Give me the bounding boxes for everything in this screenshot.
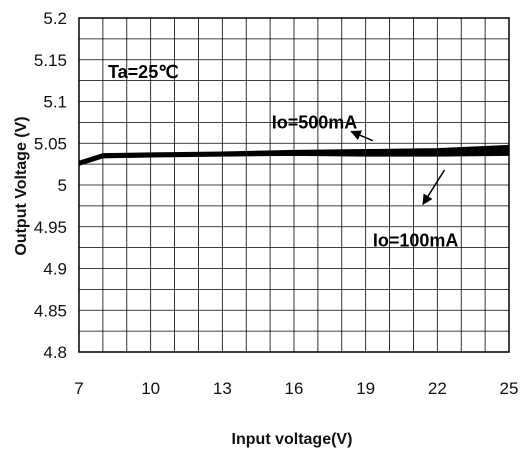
annotation-io-500ma: Io=500mA: [272, 113, 358, 133]
x-tick-label: 10: [141, 379, 160, 398]
y-tick-label: 4.85: [34, 301, 67, 320]
series-layer: [78, 144, 510, 166]
y-axis-label: Output Voltage (V): [13, 116, 30, 255]
grid: [78, 17, 510, 353]
y-tick-label: 4.95: [34, 218, 67, 237]
x-tick-label: 19: [356, 379, 375, 398]
x-tick-label: 13: [213, 379, 232, 398]
x-tick-label: 16: [285, 379, 304, 398]
annotation-temperature: Ta=25℃: [108, 62, 178, 82]
y-tick-label: 4.9: [43, 260, 67, 279]
y-tick-label: 5.15: [34, 51, 67, 70]
y-tick-label: 5: [58, 176, 67, 195]
plot-frame: [78, 17, 510, 353]
y-tick-label: 4.8: [43, 343, 67, 362]
annotations: Ta=25℃ Io=500mA Io=100mA: [108, 62, 458, 250]
y-tick-labels: 4.8 4.85 4.9 4.95 5 5.05 5.1 5.15 5.2: [34, 9, 67, 362]
y-tick-label: 5.1: [43, 93, 67, 112]
series-line-1: [78, 152, 510, 166]
y-tick-label: 5.2: [43, 9, 67, 28]
arrow-io-500ma: [350, 130, 374, 142]
x-tick-label: 22: [428, 379, 447, 398]
x-tick-label: 7: [74, 379, 83, 398]
x-axis-label: Input voltage(V): [232, 431, 353, 448]
x-tick-label: 25: [500, 379, 519, 398]
annotation-io-100ma: Io=100mA: [373, 230, 459, 250]
y-tick-label: 5.05: [34, 134, 67, 153]
x-tick-labels: 7 10 13 16 19 22 25: [74, 379, 518, 398]
arrow-io-100ma: [422, 169, 446, 206]
